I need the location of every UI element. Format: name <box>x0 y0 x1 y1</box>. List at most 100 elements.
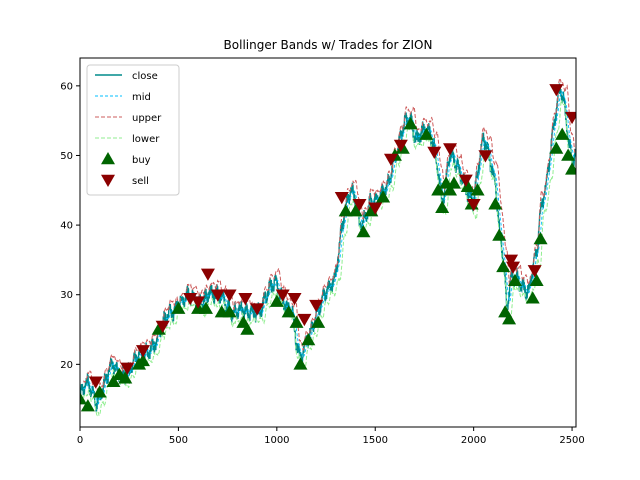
sell-marker <box>191 296 206 309</box>
buy-marker <box>269 294 284 307</box>
sell-marker <box>222 289 237 302</box>
sell-marker <box>334 191 349 205</box>
plot-frame <box>79 57 577 428</box>
legend-label-buy: buy <box>132 155 151 166</box>
buy-marker <box>496 259 511 273</box>
sell-marker <box>238 292 253 306</box>
sell-marker <box>427 146 442 159</box>
buy-marker <box>311 315 326 328</box>
sell-marker <box>565 111 576 125</box>
y-tick-label: 60 <box>60 81 73 92</box>
sell-marker <box>458 174 473 187</box>
sell-marker <box>287 292 302 306</box>
buy-marker <box>135 353 150 367</box>
sell-marker <box>210 289 225 302</box>
series-mid <box>83 90 576 405</box>
y-axis: 20 30 40 50 60 <box>60 81 80 371</box>
buy-marker <box>198 301 213 314</box>
y-tick-label: 40 <box>60 221 73 232</box>
x-tick-label: 2000 <box>461 435 486 446</box>
buy-marker <box>80 392 87 405</box>
sell-marker <box>393 139 408 153</box>
buy-marker <box>376 190 391 203</box>
buy-marker <box>403 117 418 130</box>
buy-marker <box>561 148 576 161</box>
buy-marker <box>435 200 450 213</box>
sell-marker <box>504 254 519 267</box>
buy-marker <box>529 273 544 287</box>
sell-marker <box>368 202 383 215</box>
sell-marker <box>120 362 135 375</box>
sell-marker <box>383 153 398 166</box>
plot-area <box>80 77 576 417</box>
buy-marker <box>171 301 186 314</box>
legend-swatch-buy <box>101 152 115 165</box>
legend-swatch-sell <box>101 174 115 187</box>
x-tick-label: 500 <box>169 435 188 446</box>
buy-marker <box>419 127 434 140</box>
buy-marker <box>301 332 316 346</box>
legend-label-sell: sell <box>132 176 149 187</box>
buy-marker <box>565 162 576 175</box>
buy-marker <box>446 176 461 189</box>
legend: close mid upper lower buy sell <box>86 64 180 196</box>
legend-label-close: close <box>132 71 158 82</box>
buy-marker <box>488 197 503 210</box>
y-tick-label: 20 <box>60 360 73 371</box>
buy-marker <box>533 232 548 245</box>
sell-marker <box>309 299 324 313</box>
buy-marker <box>431 183 446 196</box>
marker-layer <box>80 84 576 412</box>
y-tick-label: 30 <box>60 290 73 301</box>
sell-marker <box>275 289 290 302</box>
buy-marker <box>118 371 133 384</box>
buy-marker <box>222 305 237 318</box>
legend-label-mid: mid <box>132 92 151 103</box>
x-axis: 0 500 1000 1500 2000 2500 <box>77 427 585 446</box>
sell-marker <box>478 150 493 163</box>
sell-marker <box>297 313 312 327</box>
sell-marker <box>443 143 458 156</box>
buy-marker <box>525 291 540 304</box>
sell-marker <box>352 198 367 212</box>
sell-marker <box>527 265 542 278</box>
x-tick-label: 1000 <box>264 435 289 446</box>
sell-marker <box>88 376 103 389</box>
buy-marker <box>348 204 363 217</box>
buy-marker <box>460 179 475 193</box>
buy-marker <box>507 273 522 287</box>
x-tick-label: 2500 <box>559 435 584 446</box>
buy-marker <box>92 385 107 398</box>
sell-marker <box>250 303 265 316</box>
buy-marker <box>106 374 121 387</box>
sell-marker <box>506 261 521 274</box>
buy-marker <box>240 322 255 335</box>
sell-marker <box>200 268 215 281</box>
buy-marker <box>289 315 304 328</box>
buy-marker <box>470 183 485 196</box>
buy-marker <box>356 225 371 238</box>
sell-marker <box>155 320 170 334</box>
x-tick-label: 1500 <box>363 435 388 446</box>
sell-marker <box>549 84 564 97</box>
buy-marker <box>549 141 564 154</box>
series-upper <box>83 77 576 397</box>
buy-marker <box>492 228 507 241</box>
x-tick-label: 0 <box>77 435 83 446</box>
legend-label-upper: upper <box>132 113 162 124</box>
buy-marker <box>293 357 308 370</box>
sell-marker <box>183 292 198 306</box>
buy-marker <box>80 399 95 412</box>
buy-marker <box>338 204 353 217</box>
sell-marker <box>466 198 481 212</box>
buy-marker <box>555 127 570 140</box>
sell-marker <box>135 345 150 358</box>
series-lower <box>83 98 576 417</box>
buy-marker <box>281 305 296 318</box>
y-tick-label: 50 <box>60 151 73 162</box>
buy-marker <box>502 312 517 325</box>
chart-title: Bollinger Bands w/ Trades for ZION <box>224 38 433 52</box>
legend-label-lower: lower <box>132 134 160 145</box>
buy-marker <box>443 183 458 196</box>
